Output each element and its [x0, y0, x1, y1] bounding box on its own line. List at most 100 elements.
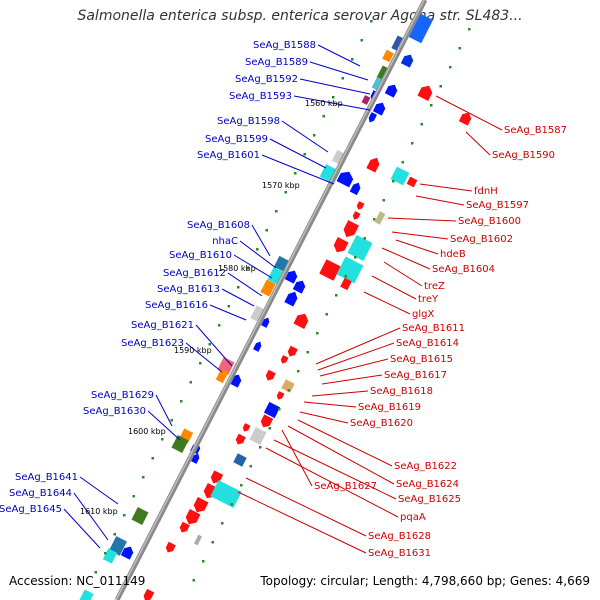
gene-label-left: SeAg_B1601	[197, 150, 260, 161]
label-connector	[239, 240, 277, 269]
label-connector	[155, 394, 173, 427]
tick-mark	[221, 522, 224, 525]
tick-mark	[430, 104, 433, 107]
label-connector	[299, 78, 371, 95]
gene-label-left: SeAg_B1629	[91, 390, 154, 401]
tick-mark	[249, 465, 252, 468]
gene-feature-36	[250, 305, 266, 323]
gene-label-left: SeAg_B1616	[145, 300, 208, 311]
label-connector	[315, 327, 401, 365]
gene-label-right: pqaA	[400, 512, 426, 523]
position-label: 1570 kbp	[262, 181, 300, 190]
tick-mark	[202, 560, 205, 563]
label-connector	[233, 254, 273, 279]
gene-label-right: SeAg_B1600	[458, 216, 521, 227]
label-connector	[419, 183, 473, 192]
tick-mark	[373, 218, 376, 221]
tick-mark	[208, 343, 211, 346]
tick-mark	[382, 199, 385, 202]
gene-feature-29	[340, 277, 352, 291]
label-connector	[227, 272, 263, 297]
gene-feature-38	[253, 341, 262, 352]
gene-feature-52	[235, 433, 246, 445]
label-connector	[387, 217, 457, 222]
gene-feature-58	[210, 470, 224, 484]
tick-mark	[351, 58, 354, 61]
tick-mark	[401, 161, 404, 164]
gene-feature-49	[260, 414, 274, 428]
gene-label-right: glgX	[412, 309, 434, 320]
label-connector	[281, 429, 313, 487]
gene-feature-41	[215, 368, 229, 384]
gene-feature-69	[165, 541, 176, 553]
gene-feature-39	[293, 313, 309, 329]
gene-feature-50	[249, 427, 267, 445]
gene-label-left: SeAg_B1645	[0, 504, 62, 515]
label-connector	[273, 439, 397, 500]
gene-feature-22	[356, 201, 365, 210]
position-label: 1610 kbp	[80, 507, 118, 516]
label-connector	[371, 275, 417, 300]
gene-feature-51	[242, 423, 251, 432]
gene-label-right: treZ	[424, 281, 445, 292]
tick-mark	[278, 408, 281, 411]
gene-feature-11	[368, 112, 377, 123]
genome-summary-label: Topology: circular; Length: 4,798,660 bp…	[260, 574, 590, 588]
label-connector	[221, 288, 255, 307]
gene-label-right: SeAg_B1617	[384, 370, 447, 381]
tick-mark	[392, 180, 395, 183]
tick-mark	[297, 370, 300, 373]
label-connector	[317, 44, 361, 67]
gene-label-left: SeAg_B1588	[253, 40, 316, 51]
tick-mark	[104, 552, 107, 555]
gene-feature-32	[260, 279, 276, 297]
label-connector	[287, 425, 395, 485]
backbone-highlight	[115, 0, 425, 600]
gene-feature-18	[366, 157, 380, 173]
gene-label-right: SeAg_B1625	[398, 494, 461, 505]
label-connector	[395, 239, 439, 255]
gene-feature-55	[171, 435, 189, 453]
gene-feature-44	[280, 355, 289, 364]
label-connector	[309, 61, 369, 81]
gene-feature-19	[390, 166, 410, 186]
tick-mark	[458, 47, 461, 50]
tick-mark	[192, 579, 195, 582]
gene-label-left: SeAg_B1641	[15, 472, 78, 483]
label-connector	[321, 374, 383, 385]
gene-feature-53	[233, 453, 247, 467]
gene-label-left: SeAg_B1644	[9, 488, 72, 499]
gene-label-right: SeAg_B1614	[396, 338, 459, 349]
gene-feature-61	[193, 497, 209, 513]
tick-mark	[123, 514, 126, 517]
gene-label-right: SeAg_B1627	[314, 481, 377, 492]
gene-label-left: SeAg_B1612	[163, 268, 226, 279]
tick-mark	[265, 229, 268, 232]
gene-label-right: SeAg_B1628	[368, 531, 431, 542]
gene-feature-7	[384, 84, 398, 98]
gene-feature-35	[284, 291, 298, 307]
gene-label-left: SeAg_B1589	[245, 57, 308, 68]
label-connector	[363, 291, 411, 315]
gene-label-left: SeAg_B1599	[205, 134, 268, 145]
tick-mark	[240, 484, 243, 487]
gene-feature-64	[193, 534, 203, 546]
gene-label-left: SeAg_B1598	[217, 116, 280, 127]
tick-track-group	[94, 20, 471, 582]
tick-mark	[316, 332, 319, 335]
gene-label-left: SeAg_B1593	[229, 91, 292, 102]
position-label: 1560 kbp	[305, 99, 343, 108]
tick-mark	[287, 389, 290, 392]
label-lines-group	[63, 44, 503, 554]
gene-feature-34	[292, 280, 306, 294]
gene-label-right: SeAg_B1604	[432, 264, 495, 275]
gene-label-right: SeAg_B1611	[402, 323, 465, 334]
gene-feature-10	[372, 102, 386, 116]
gene-label-left: SeAg_B1621	[131, 320, 194, 331]
gene-feature-20	[406, 176, 418, 188]
tick-mark	[259, 446, 262, 449]
tick-mark	[211, 541, 214, 544]
tick-mark	[170, 419, 173, 422]
gene-label-right: SeAg_B1631	[368, 548, 431, 559]
gene-feature-60	[210, 480, 242, 508]
